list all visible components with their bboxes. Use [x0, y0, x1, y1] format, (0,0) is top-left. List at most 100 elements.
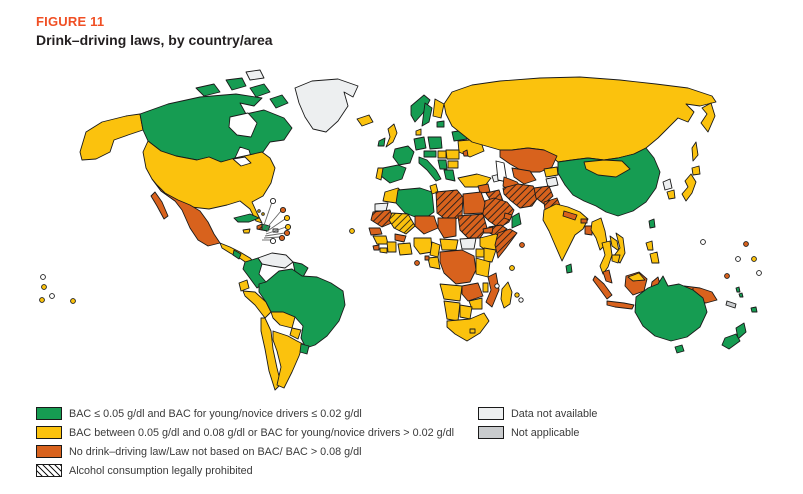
island-marker [49, 293, 55, 299]
region-baja [150, 191, 169, 220]
region-finland [432, 98, 445, 119]
region-cote-divoire [386, 241, 397, 253]
region-equatorial-guinea [424, 255, 430, 261]
island-marker [519, 242, 525, 248]
region-india [542, 203, 589, 262]
region-jamaica [242, 228, 251, 234]
region-western-sahara [374, 202, 389, 212]
island-marker [278, 234, 286, 242]
region-namibia [443, 300, 461, 322]
legend-row: BAC ≤ 0.05 g/dl and BAC for young/novice… [36, 404, 454, 423]
region-kazakhstan [499, 147, 558, 173]
legend-label: Not applicable [511, 426, 580, 439]
region-bhutan [580, 218, 588, 224]
region-arctic-island [269, 94, 289, 109]
region-thailand [599, 240, 613, 275]
region-arctic-island [195, 83, 221, 97]
region-bulgaria [447, 160, 459, 169]
region-uk [385, 123, 398, 148]
island-marker [743, 241, 749, 247]
legend-swatch-green [36, 407, 62, 420]
region-tasmania [674, 344, 685, 354]
island-marker [735, 256, 741, 262]
island-marker [70, 298, 76, 304]
legend-label: BAC between 0.05 g/dl and 0.08 g/dl or B… [69, 426, 455, 439]
island-marker [751, 256, 757, 262]
region-arctic-island [249, 83, 271, 98]
region-java [606, 300, 635, 310]
legend-label: BAC ≤ 0.05 g/dl and BAC for young/novice… [69, 407, 362, 420]
region-kamchatka [700, 102, 716, 133]
region-poland [427, 136, 443, 150]
region-alaska [79, 113, 144, 161]
caribbean-callout-lines [262, 201, 287, 241]
legend-row: Data not available [478, 404, 597, 423]
island-marker [283, 214, 291, 222]
region-haiti [256, 223, 263, 231]
region-bangladesh [584, 225, 593, 236]
region-borneo-malaysia [627, 272, 646, 282]
legend-label: Alcohol consumption legally prohibited [69, 464, 253, 477]
region-brazil [258, 268, 346, 349]
island-marker [509, 265, 515, 271]
region-peru [242, 290, 272, 319]
region-vanuatu [735, 286, 741, 293]
region-uzbekistan [511, 167, 537, 185]
region-south-korea [666, 189, 676, 200]
region-hokkaido [691, 165, 701, 176]
region-cambodia [611, 254, 621, 264]
region-ghana [397, 242, 413, 256]
region-sweden [421, 102, 433, 127]
island-marker [283, 229, 291, 237]
legend-row: BAC between 0.05 g/dl and 0.08 g/dl or B… [36, 423, 454, 442]
region-china [557, 147, 661, 217]
island-marker [257, 209, 261, 213]
legend-swatch-orange [36, 445, 62, 458]
legend-right: Data not available Not applicable [478, 404, 597, 442]
region-south-sudan [459, 237, 477, 250]
region-zambia [461, 282, 484, 302]
region-denmark [415, 128, 422, 136]
region-new-caledonia [725, 300, 737, 309]
region-uae [503, 212, 513, 221]
region-kyrgyzstan [543, 166, 559, 178]
region-greenland [294, 78, 359, 133]
island-marker [700, 239, 706, 245]
island-marker [41, 284, 47, 290]
region-sakhalin [691, 141, 699, 162]
region-fiji [750, 306, 758, 313]
region-balkans [437, 159, 448, 170]
region-mauritania [370, 209, 395, 228]
region-arctic-island [225, 77, 247, 91]
region-mali [388, 212, 416, 235]
region-germany [413, 136, 427, 151]
region-burkina-faso [394, 233, 407, 243]
region-hungary [437, 150, 447, 159]
region-arctic-island [245, 69, 265, 81]
region-malaysia [602, 269, 613, 284]
region-norway [410, 94, 431, 123]
region-liberia [379, 247, 388, 254]
region-ecuador [238, 279, 250, 292]
region-senegal [368, 227, 383, 236]
island-marker [39, 297, 45, 303]
region-chad [437, 217, 457, 239]
region-vanuatu [738, 292, 744, 298]
region-sri-lanka [565, 263, 573, 274]
island-marker [414, 260, 420, 266]
island-marker [269, 197, 277, 205]
island-marker [494, 283, 500, 289]
region-portugal [375, 167, 384, 181]
legend-left: BAC ≤ 0.05 g/dl and BAC for young/novice… [36, 404, 454, 480]
region-nigeria [413, 237, 433, 255]
region-france [392, 145, 415, 166]
region-madagascar [500, 281, 513, 309]
legend-row: No drink–driving law/Law not based on BA… [36, 442, 454, 461]
region-mozambique [485, 272, 500, 308]
legend-label: Data not available [511, 407, 598, 420]
region-central-african-republic [439, 238, 459, 251]
legend-label: No drink–driving law/Law not based on BA… [69, 445, 362, 458]
region-philippines [649, 251, 660, 264]
